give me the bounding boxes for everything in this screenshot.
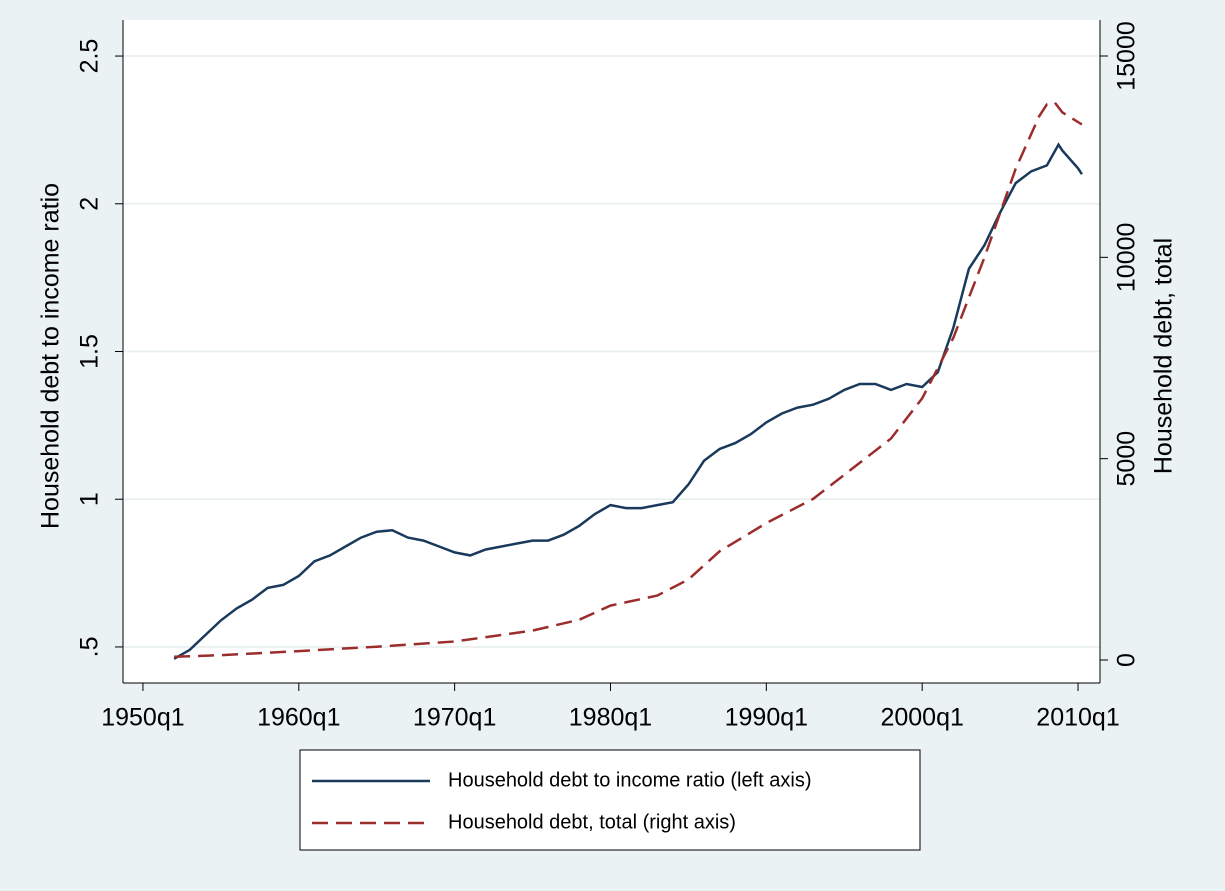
x-tick-label: 1960q1 (257, 704, 340, 732)
x-tick-label: 2010q1 (1036, 704, 1119, 732)
y-tick-label: 2.5 (76, 39, 104, 74)
legend-label: Household debt, total (right axis) (448, 811, 736, 833)
y2-axis-label: Household debt, total (1150, 238, 1178, 474)
y-tick-label: 2 (76, 197, 104, 211)
y2-tick-label: 0 (1113, 653, 1141, 667)
y-tick-label: .5 (76, 637, 104, 658)
y-tick-label: 1 (76, 492, 104, 506)
y2-tick-label: 15000 (1113, 21, 1141, 91)
legend-label: Household debt to income ratio (left axi… (448, 769, 812, 791)
x-tick-label: 1970q1 (413, 704, 496, 732)
line-series (174, 100, 1083, 659)
y-axis-label: Household debt to income ratio (37, 183, 65, 529)
x-tick-label: 1950q1 (101, 704, 184, 732)
x-tick-label: 2000q1 (880, 704, 963, 732)
y2-tick-label: 5000 (1113, 431, 1141, 487)
x-tick-label: 1980q1 (569, 704, 652, 732)
x-tick-label: 1990q1 (725, 704, 808, 732)
legend (299, 749, 921, 851)
y-tick-label: 1.5 (76, 334, 104, 369)
line-series (173, 142, 1083, 660)
y2-tick-label: 10000 (1113, 223, 1141, 293)
